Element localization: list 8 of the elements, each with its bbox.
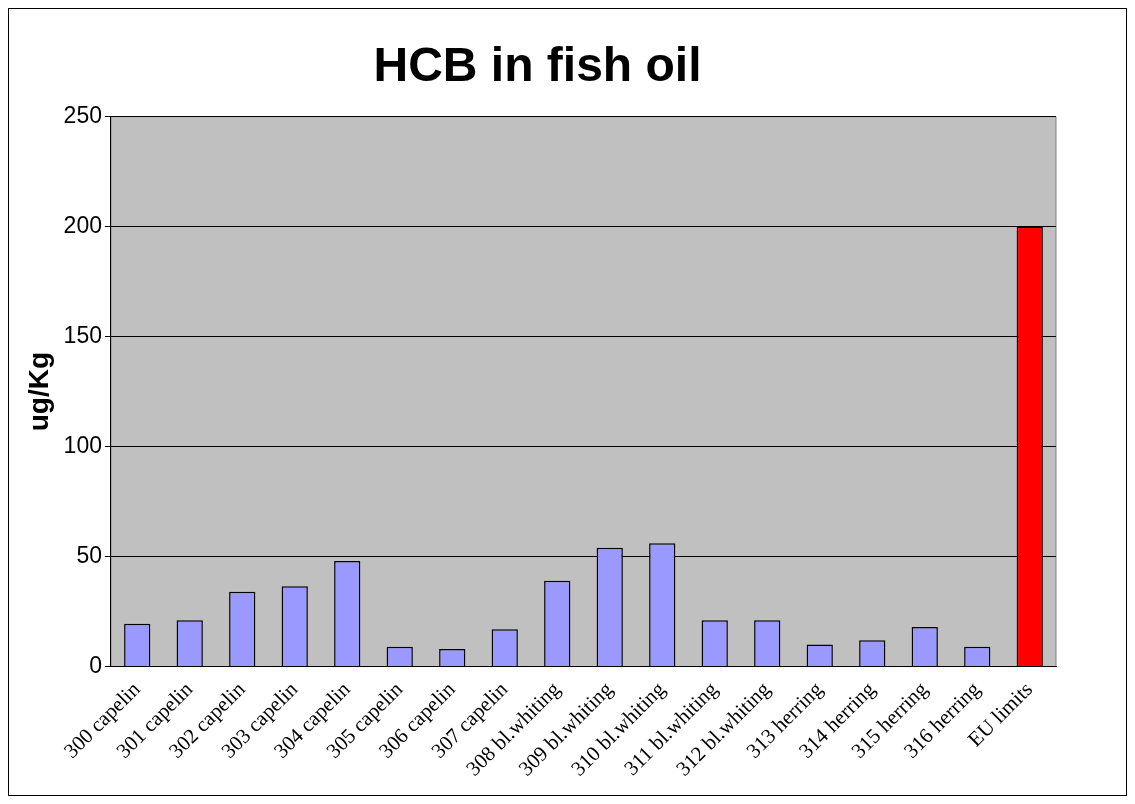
y-tick-label: 100: [63, 431, 102, 458]
y-tick-label: 150: [63, 321, 102, 348]
y-tick-label: 250: [63, 101, 102, 128]
y-tick-label: 0: [89, 651, 102, 678]
chart-title: HCB in fish oil: [373, 38, 702, 92]
y-tick-label: 50: [76, 541, 102, 568]
y-tick-label: 200: [63, 211, 102, 238]
y-axis-title: ug/Kg: [22, 351, 54, 432]
